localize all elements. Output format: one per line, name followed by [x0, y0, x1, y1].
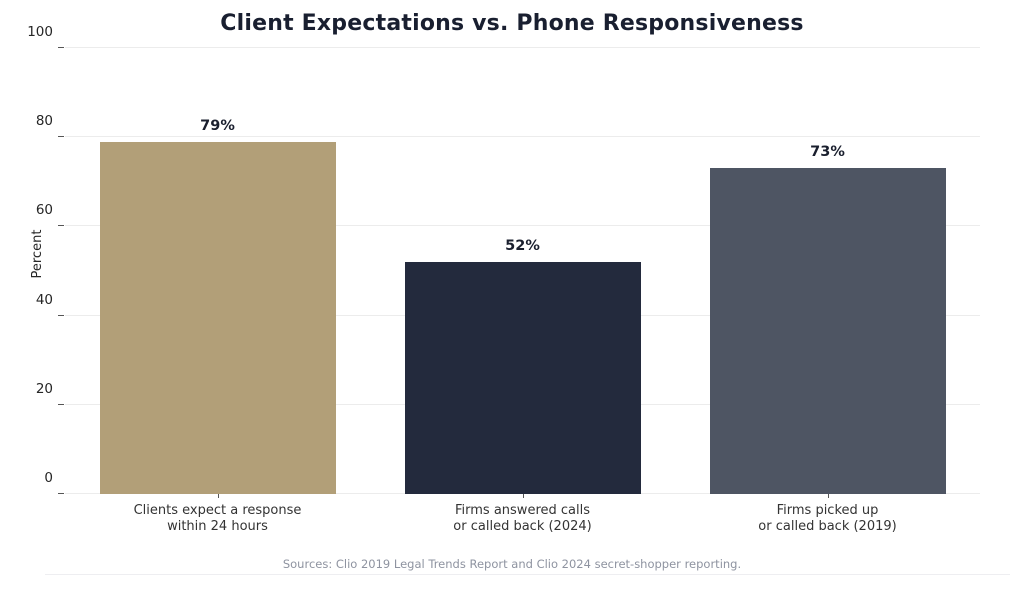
x-tick-mark [522, 494, 524, 498]
category-label: Clients expect a response within 24 hour… [133, 503, 302, 535]
gridline [65, 225, 980, 227]
y-tick-mark [58, 493, 64, 494]
bar-column: 73% Firms picked up or called back (2019) [675, 48, 980, 534]
y-tick-mark [58, 47, 64, 48]
bars-layer: 79% Clients expect a response within 24 h… [65, 48, 980, 534]
y-axis-label: Percent [29, 229, 45, 279]
x-tick-mark [827, 494, 829, 498]
y-tick-label: 60 [35, 202, 53, 219]
y-tick-label: 40 [35, 291, 53, 308]
y-tick-mark [58, 403, 64, 405]
y-tick-mark [58, 314, 64, 316]
y-tick-mark [58, 225, 64, 227]
plot-area: Percent 0 20 40 60 80 100 79% Clients expect a… [27, 24, 980, 534]
category-label: Firms picked up or called back (2019) [758, 503, 897, 535]
x-tick-mark [217, 494, 219, 498]
source-note: Sources: Clio 2019 Legal Trends Report a… [282, 557, 742, 571]
y-tick-label: 0 [44, 470, 53, 486]
bar-value-label: 52% [505, 238, 540, 255]
gridline [65, 47, 980, 48]
bar [99, 141, 336, 494]
bar-value-label: 73% [810, 144, 845, 161]
bar [709, 168, 946, 494]
y-tick-label: 80 [35, 113, 53, 130]
y-tick-label: 20 [35, 380, 53, 397]
bottom-divider [45, 574, 1010, 575]
bar-column: 79% Clients expect a response within 24 h… [65, 48, 370, 534]
bar-column: 52% Firms answered calls or called back (… [370, 48, 675, 534]
y-tick-label: 100 [27, 24, 53, 40]
y-tick-mark [58, 136, 64, 138]
gridline [65, 136, 980, 138]
chart-title: Client Expectations vs. Phone Responsive… [220, 11, 804, 36]
category-label: Firms answered calls or called back (202… [453, 503, 592, 535]
bar [404, 262, 641, 494]
bar-value-label: 79% [200, 117, 235, 134]
